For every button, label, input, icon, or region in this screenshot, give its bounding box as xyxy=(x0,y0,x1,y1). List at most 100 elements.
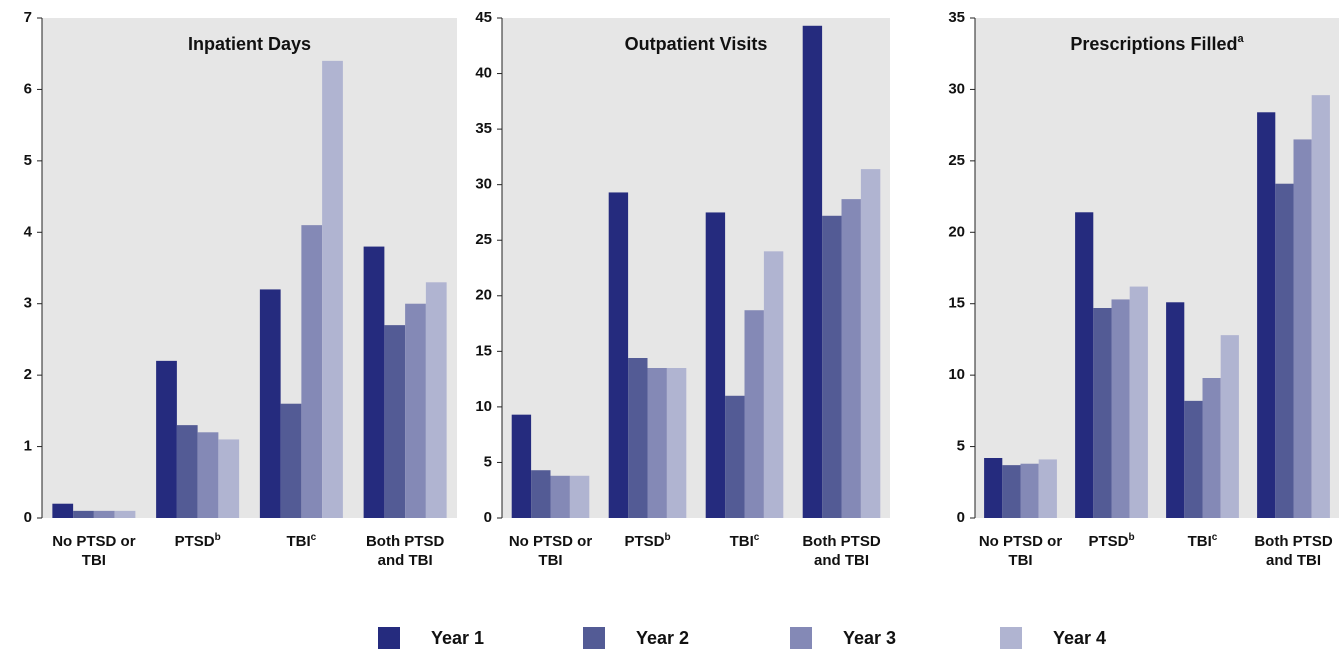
category-text: Both PTSD and TBI xyxy=(802,533,881,569)
y-tick-label: 45 xyxy=(475,9,492,26)
y-tick-label: 25 xyxy=(948,152,965,169)
y-tick-label: 20 xyxy=(475,287,492,304)
legend-label: Year 4 xyxy=(1053,628,1106,648)
panel-title: Prescriptions Filleda xyxy=(1070,33,1244,54)
category-label: No PTSD or TBI xyxy=(46,532,142,570)
title-text: Outpatient Visits xyxy=(625,34,768,54)
category-label: PTSDb xyxy=(1064,532,1160,551)
bar xyxy=(628,358,648,518)
category-text: TBI xyxy=(286,533,311,550)
bar xyxy=(425,282,447,518)
bar xyxy=(550,475,570,518)
legend-label: Year 2 xyxy=(636,628,689,648)
bar xyxy=(301,225,323,518)
bar xyxy=(1293,139,1312,518)
y-tick-label: 6 xyxy=(24,80,32,97)
bar xyxy=(1257,112,1276,519)
category-text: PTSD xyxy=(174,533,215,550)
y-tick-label: 40 xyxy=(475,65,492,82)
bar xyxy=(860,169,881,518)
category-label: TBIc xyxy=(1155,532,1251,551)
bar xyxy=(647,368,667,518)
bar xyxy=(1111,299,1130,518)
bar xyxy=(1020,463,1039,518)
bar xyxy=(1075,212,1094,519)
category-text: PTSD xyxy=(624,533,665,550)
bar xyxy=(73,510,94,518)
bar xyxy=(802,25,823,519)
category-label: PTSDb xyxy=(150,532,246,551)
legend-swatch xyxy=(378,627,400,649)
category-text: No PTSD or TBI xyxy=(978,533,1063,569)
y-tick-label: 0 xyxy=(24,509,32,526)
y-tick-label: 15 xyxy=(475,342,492,359)
bar xyxy=(1220,335,1239,518)
y-tick-label: 25 xyxy=(475,231,492,248)
bar xyxy=(280,403,302,518)
legend-label: Year 1 xyxy=(431,628,484,648)
title-text: Prescriptions Filled xyxy=(1070,34,1237,54)
category-label: TBIc xyxy=(697,532,793,551)
bar xyxy=(725,395,745,518)
title-text: Inpatient Days xyxy=(188,34,311,54)
y-tick-label: 15 xyxy=(948,295,965,312)
bar xyxy=(531,470,551,518)
y-tick-label: 20 xyxy=(948,223,965,240)
category-text: No PTSD or TBI xyxy=(52,533,136,569)
y-tick-label: 3 xyxy=(24,295,32,312)
bar xyxy=(114,510,136,518)
bar xyxy=(1275,183,1294,518)
bar xyxy=(156,360,177,518)
panel-title: Inpatient Days xyxy=(188,34,311,54)
y-tick-label: 35 xyxy=(948,9,965,26)
category-text: TBI xyxy=(1187,533,1212,550)
bar xyxy=(405,303,426,518)
y-tick-label: 35 xyxy=(475,120,492,137)
legend-swatch xyxy=(790,627,812,649)
bar xyxy=(1002,465,1021,518)
legend-label: Year 3 xyxy=(843,628,896,648)
category-text: PTSD xyxy=(1088,533,1129,550)
y-tick-label: 0 xyxy=(484,509,492,526)
y-tick-label: 5 xyxy=(484,453,492,470)
category-label: No PTSD or TBI xyxy=(973,532,1069,570)
category-note: c xyxy=(1211,532,1218,543)
bar xyxy=(1202,378,1221,518)
bar xyxy=(197,432,219,518)
category-text: Both PTSD and TBI xyxy=(365,533,445,569)
bar xyxy=(1184,400,1203,518)
category-label: PTSDb xyxy=(600,532,696,551)
bar xyxy=(93,510,115,518)
bar xyxy=(666,368,687,518)
bar xyxy=(763,251,784,519)
bar xyxy=(176,425,198,518)
category-text: Both PTSD and TBI xyxy=(1254,533,1333,569)
bar xyxy=(1311,95,1330,519)
category-note: c xyxy=(310,532,317,543)
y-tick-label: 0 xyxy=(957,509,965,526)
bar xyxy=(569,475,590,518)
category-note: b xyxy=(214,532,221,543)
bar xyxy=(822,215,842,518)
bar xyxy=(608,192,629,518)
category-label: TBIc xyxy=(253,532,349,551)
y-tick-label: 2 xyxy=(24,366,32,383)
legend-swatch xyxy=(583,627,605,649)
y-tick-label: 5 xyxy=(24,152,32,169)
y-tick-label: 30 xyxy=(948,80,965,97)
bar xyxy=(218,439,240,518)
bar xyxy=(1166,302,1185,518)
legend-swatch xyxy=(1000,627,1022,649)
category-label: Both PTSD and TBI xyxy=(1246,532,1339,570)
category-text: TBI xyxy=(729,533,754,550)
bar xyxy=(384,325,406,518)
bar xyxy=(984,458,1003,518)
bar xyxy=(841,199,861,518)
category-note: b xyxy=(664,532,671,543)
bar xyxy=(259,289,281,518)
bar xyxy=(744,310,764,518)
bar xyxy=(1093,308,1112,518)
bar xyxy=(1038,459,1057,518)
